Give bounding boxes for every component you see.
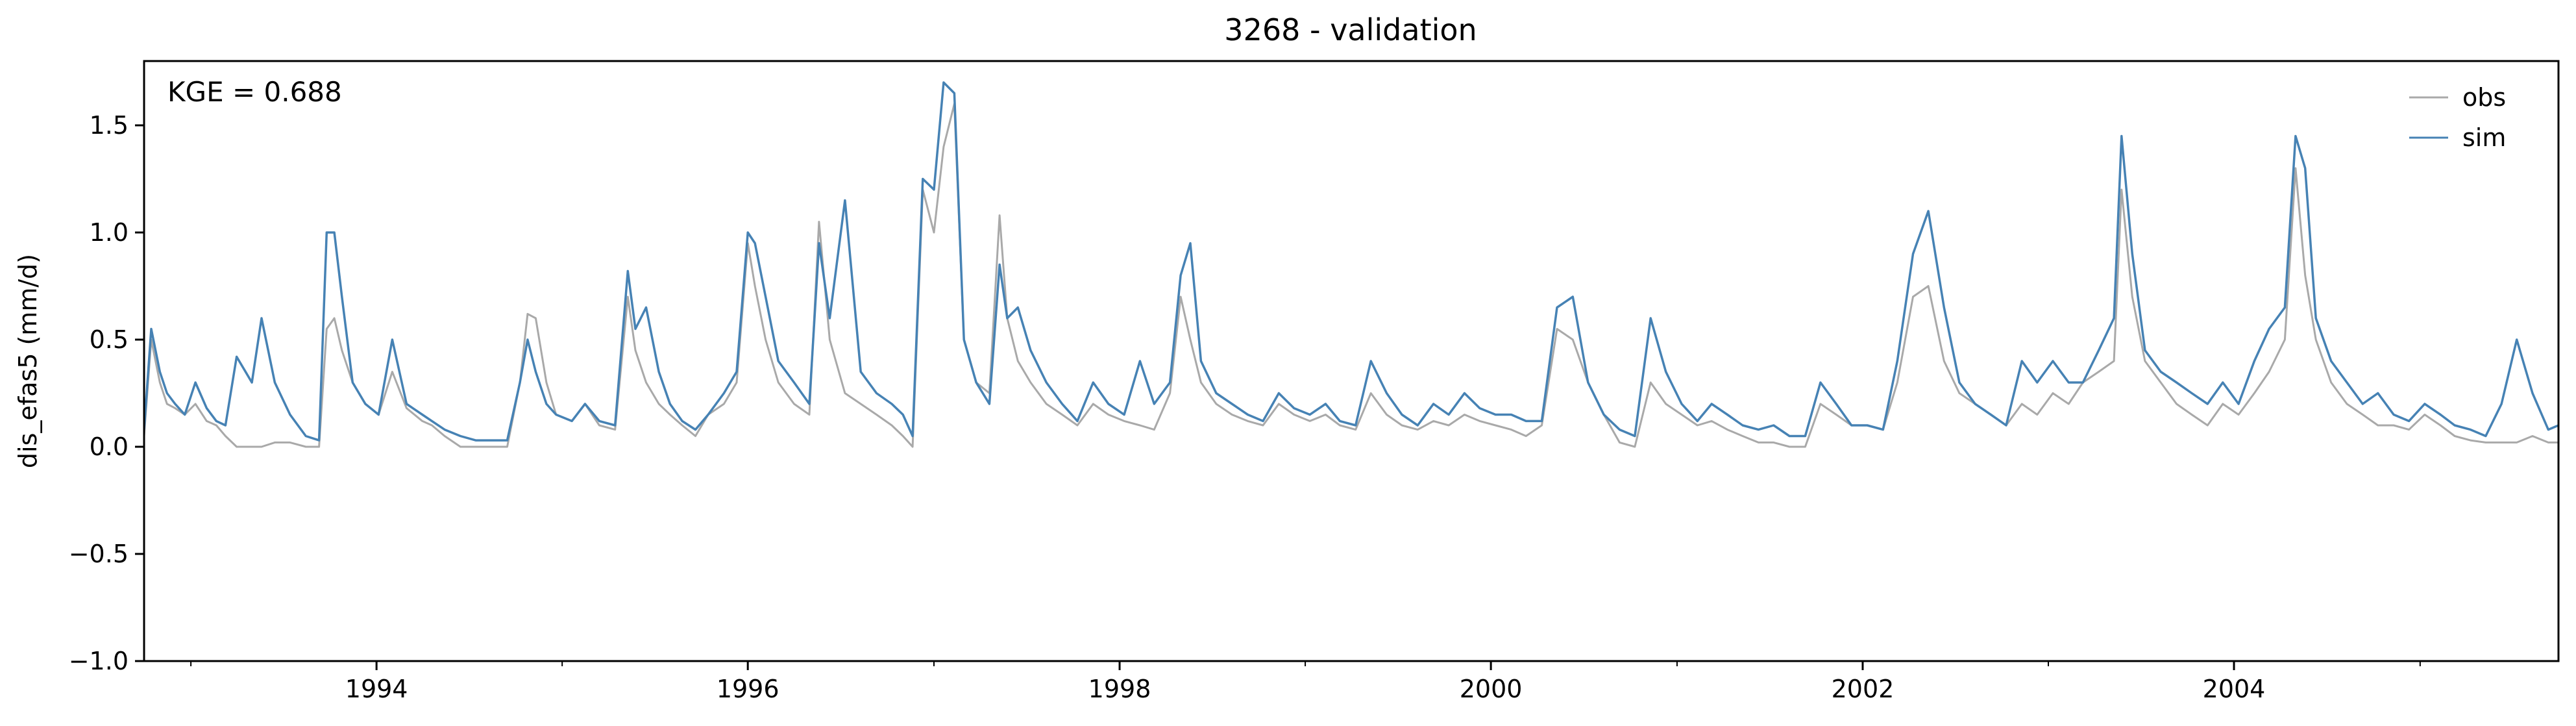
y-tick-label: −1.0 — [69, 647, 129, 675]
x-tick-label: 2000 — [1460, 675, 1523, 703]
y-tick-label: 1.0 — [90, 218, 129, 247]
x-tick-label: 1994 — [345, 675, 408, 703]
plot-frame — [143, 60, 2560, 662]
x-tick-label: 1996 — [717, 675, 779, 703]
series-line-sim — [144, 81, 2558, 442]
plot-area — [143, 60, 2560, 662]
y-axis-label: dis_efas5 (mm/d) — [14, 254, 42, 468]
x-tick-label: 1998 — [1088, 675, 1151, 703]
chart-title: 3268 - validation — [1224, 12, 1477, 47]
x-tick-label: 2004 — [2203, 675, 2266, 703]
y-tick-label: −0.5 — [69, 540, 129, 568]
y-tick-label: 0.5 — [90, 325, 129, 354]
kge-annotation: KGE = 0.688 — [167, 76, 342, 108]
y-tick-label: 0.0 — [90, 432, 129, 461]
legend-obs-label: obs — [2462, 83, 2506, 112]
legend-sim-label: sim — [2462, 123, 2506, 152]
x-axis: 1994 1996 1998 2000 2002 2004 — [190, 661, 2421, 703]
series-group — [144, 81, 2558, 448]
y-tick-label: 1.5 — [90, 111, 129, 140]
series-line-obs — [144, 103, 2558, 448]
x-tick-label: 2002 — [1832, 675, 1895, 703]
y-axis: −1.0 −0.5 0.0 0.5 1.0 1.5 — [69, 111, 144, 675]
legend: obs sim — [2409, 83, 2506, 152]
